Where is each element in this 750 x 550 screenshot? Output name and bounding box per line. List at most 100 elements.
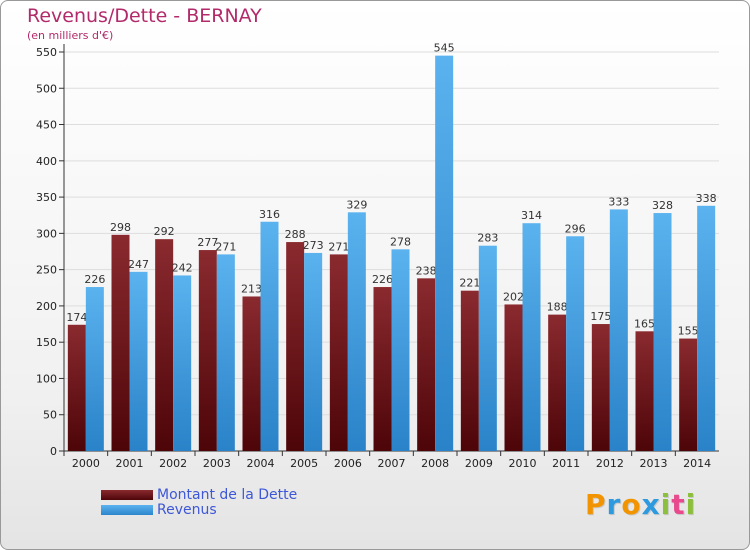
data-label-debt: 292: [154, 225, 175, 238]
logo-letter: x: [641, 488, 661, 521]
data-label-debt: 271: [328, 240, 349, 253]
bar-revenue: [566, 236, 585, 451]
bar-revenue: [391, 249, 410, 451]
data-label-debt: 277: [197, 236, 218, 249]
chart-title: Revenus/Dette - BERNAY: [27, 5, 262, 27]
bar-debt: [329, 254, 348, 451]
y-tick-label: 100: [36, 372, 57, 385]
x-tick-label: 2004: [247, 457, 275, 470]
data-label-revenue: 296: [565, 222, 586, 235]
chart-subtitle: (en milliers d'€): [27, 29, 114, 42]
data-label-revenue: 273: [303, 239, 324, 252]
data-label-revenue: 271: [215, 240, 236, 253]
data-label-revenue: 314: [521, 209, 542, 222]
bar-revenue: [347, 212, 366, 451]
data-label-revenue: 247: [128, 258, 149, 271]
bar-debt: [635, 331, 654, 451]
data-label-revenue: 283: [477, 232, 498, 245]
x-tick-label: 2009: [465, 457, 493, 470]
data-label-debt: 174: [66, 311, 87, 324]
bar-revenue: [260, 221, 279, 451]
y-tick-label: 300: [36, 227, 57, 240]
data-label-revenue: 226: [84, 273, 105, 286]
y-tick-label: 150: [36, 336, 57, 349]
y-tick-label: 350: [36, 191, 57, 204]
y-tick-label: 0: [50, 445, 57, 458]
bar-debt: [155, 239, 174, 451]
y-tick-label: 200: [36, 300, 57, 313]
bar-debt: [548, 314, 567, 451]
y-tick-label: 500: [36, 82, 57, 95]
data-label-revenue: 316: [259, 208, 280, 221]
proxiti-logo: Proxiti: [585, 488, 696, 521]
bar-revenue: [85, 287, 104, 451]
bar-revenue: [478, 245, 497, 451]
bar-revenue: [435, 55, 454, 452]
logo-letter: r: [606, 488, 622, 521]
logo-letter: t: [671, 488, 686, 521]
x-tick-label: 2005: [290, 457, 318, 470]
x-tick-label: 2002: [159, 457, 187, 470]
bar-debt: [242, 296, 261, 451]
data-label-revenue: 545: [434, 42, 455, 55]
bar-revenue: [653, 213, 672, 451]
bar-debt: [591, 324, 610, 451]
x-tick-label: 2013: [640, 457, 668, 470]
x-tick-label: 2003: [203, 457, 231, 470]
legend-swatch-revenue: [101, 505, 153, 515]
bar-debt: [417, 278, 436, 451]
x-tick-label: 2007: [378, 457, 406, 470]
data-label-debt: 188: [547, 301, 568, 314]
y-tick-label: 250: [36, 264, 57, 277]
data-label-debt: 155: [678, 325, 699, 338]
bar-debt: [67, 324, 86, 451]
data-label-debt: 226: [372, 273, 393, 286]
x-tick-label: 2008: [421, 457, 449, 470]
data-label-debt: 202: [503, 290, 524, 303]
bar-revenue: [129, 271, 148, 451]
data-label-debt: 221: [459, 277, 480, 290]
bar-debt: [111, 234, 130, 451]
data-label-revenue: 278: [390, 235, 411, 248]
x-tick-label: 2001: [116, 457, 144, 470]
y-tick-label: 450: [36, 119, 57, 132]
bar-revenue: [609, 209, 628, 451]
logo-letter: o: [621, 488, 642, 521]
legend-swatch-debt: [101, 490, 153, 500]
logo-letter: i: [660, 488, 672, 521]
x-tick-label: 2012: [596, 457, 624, 470]
x-tick-label: 2000: [72, 457, 100, 470]
data-label-revenue: 328: [652, 199, 673, 212]
bar-revenue: [216, 254, 235, 451]
bar-debt: [460, 290, 479, 451]
data-label-debt: 175: [590, 310, 611, 323]
data-label-revenue: 338: [696, 192, 717, 205]
data-label-revenue: 329: [346, 198, 367, 211]
logo-letter: i: [685, 488, 697, 521]
data-label-debt: 213: [241, 282, 262, 295]
legend-label-debt: Montant de la Dette: [157, 487, 298, 503]
bar-debt: [198, 250, 217, 451]
data-label-debt: 288: [285, 228, 306, 241]
data-label-revenue: 333: [608, 195, 629, 208]
bar-debt: [373, 287, 392, 451]
legend-label-revenue: Revenus: [157, 502, 217, 518]
data-label-revenue: 242: [172, 261, 193, 274]
data-label-debt: 238: [416, 264, 437, 277]
bar-revenue: [304, 252, 323, 451]
bar-debt: [679, 338, 698, 451]
x-tick-label: 2011: [552, 457, 580, 470]
y-tick-label: 400: [36, 155, 57, 168]
x-tick-label: 2006: [334, 457, 362, 470]
logo-letter: P: [585, 488, 607, 521]
bar-debt: [286, 242, 305, 451]
bar-revenue: [173, 275, 192, 451]
data-label-debt: 165: [634, 317, 655, 330]
x-tick-label: 2014: [683, 457, 711, 470]
bar-revenue: [522, 223, 541, 451]
y-tick-label: 550: [36, 46, 57, 59]
bar-debt: [504, 304, 523, 451]
x-tick-label: 2010: [509, 457, 537, 470]
